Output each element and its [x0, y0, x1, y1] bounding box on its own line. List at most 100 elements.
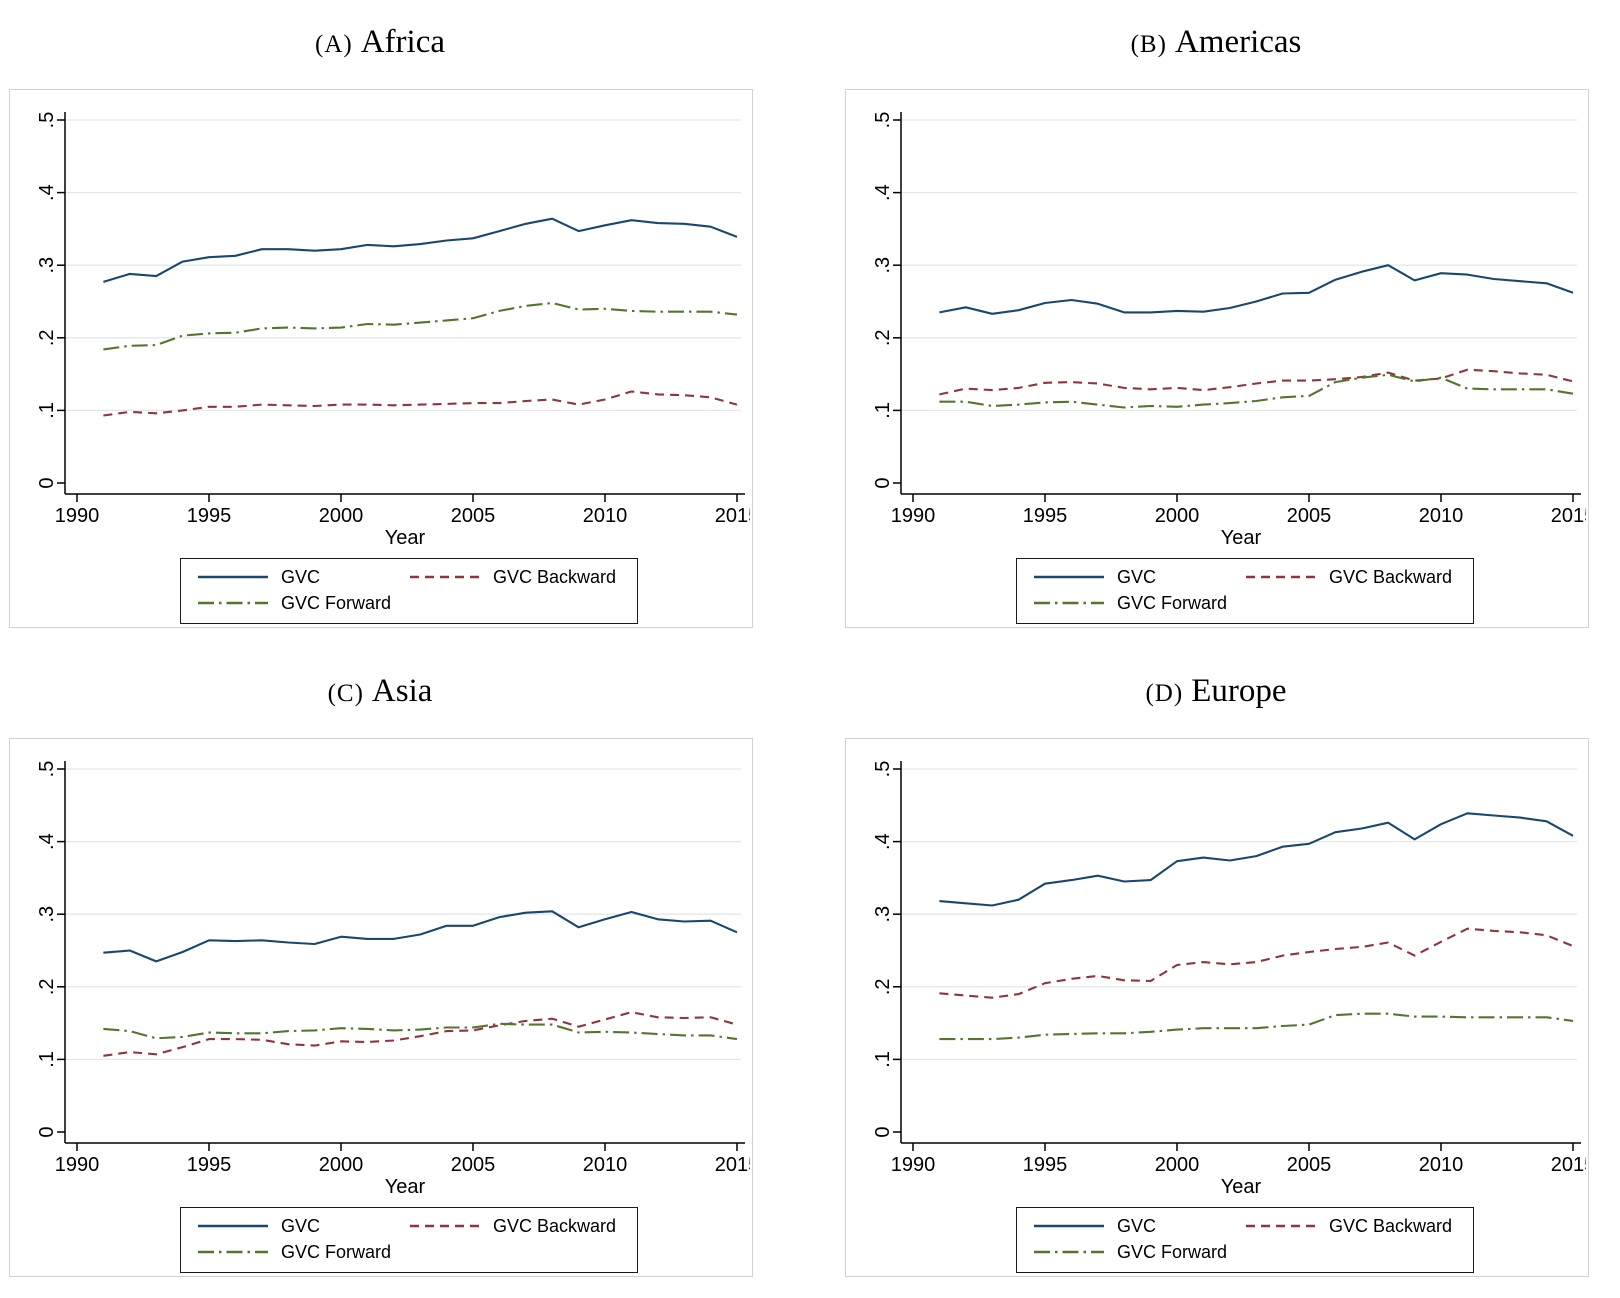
axes: [64, 112, 745, 495]
panel-region-name: Asia: [371, 673, 433, 709]
y-tick-labels: 0 .1 .2 .3 .4 .5: [872, 112, 901, 489]
svg-text:.4: .4: [36, 184, 58, 201]
legend-item-gvc-forward: GVC Forward: [1033, 1239, 1245, 1265]
series-line-gvc: [939, 264, 1574, 315]
legend-label-gvc-forward: GVC Forward: [1117, 592, 1228, 613]
panel-region-name: Africa: [360, 24, 445, 60]
panel-title-americas: (B) Americas: [845, 24, 1587, 61]
series-line-gvc-backward: [939, 927, 1574, 999]
x-axis-title: Year: [1221, 1176, 1262, 1198]
svg-text:0: 0: [36, 477, 58, 488]
svg-text:1990: 1990: [891, 505, 936, 527]
legend-label-gvc-backward: GVC Backward: [493, 1215, 617, 1236]
y-tick-labels: 0 .1 .2 .3 .4 .5: [872, 761, 901, 1138]
panel-letter: (B): [1130, 31, 1167, 58]
svg-text:.3: .3: [36, 906, 58, 923]
svg-text:2005: 2005: [1287, 1154, 1332, 1176]
panel-americas: (B) Americas 0 .1 .2 .3 .4 .5 1990 1995 2000 2005 2…: [810, 0, 1620, 649]
svg-text:2005: 2005: [451, 1154, 496, 1176]
legend-item-gvc-backward: GVC Backward: [1245, 1213, 1473, 1239]
legend-label-gvc: GVC: [281, 566, 321, 587]
panel-title-africa: (A) Africa: [9, 24, 751, 61]
svg-text:1990: 1990: [55, 505, 100, 527]
svg-text:0: 0: [36, 1126, 58, 1137]
y-gridlines: [65, 119, 741, 412]
series-line-gvc-forward: [939, 1012, 1574, 1041]
panel-letter: (D): [1145, 680, 1184, 707]
series-line-gvc-backward: [103, 1011, 738, 1057]
legend-europe: GVC GVC Backward GVC Forward: [1016, 1207, 1474, 1273]
svg-text:2015: 2015: [1551, 505, 1586, 527]
series-line-gvc-backward: [939, 368, 1574, 396]
plot-asia: 0 .1 .2 .3 .4 .5 1990 1995 2000 2005 2010 2015 Year: [36, 761, 750, 1198]
svg-text:.1: .1: [872, 402, 894, 419]
x-axis-title: Year: [385, 1176, 426, 1198]
x-tick-labels: 1990 1995 2000 2005 2010 2015: [55, 494, 750, 527]
x-tick-labels: 1990 1995 2000 2005 2010 2015: [891, 1143, 1586, 1176]
legend-item-gvc-backward: GVC Backward: [409, 564, 637, 590]
svg-text:2005: 2005: [451, 505, 496, 527]
svg-text:.5: .5: [872, 761, 894, 778]
legend-label-gvc-forward: GVC Forward: [281, 592, 392, 613]
svg-text:2010: 2010: [1419, 1154, 1464, 1176]
svg-text:.1: .1: [36, 1051, 58, 1068]
svg-text:2015: 2015: [715, 505, 750, 527]
plot-europe: 0 .1 .2 .3 .4 .5 1990 1995 2000 2005 2010 2015 Year: [872, 761, 1586, 1198]
svg-text:.1: .1: [872, 1051, 894, 1068]
y-tick-labels: 0 .1 .2 .3 .4 .5: [36, 761, 65, 1138]
svg-text:2015: 2015: [1551, 1154, 1586, 1176]
plot-americas: 0 .1 .2 .3 .4 .5 1990 1995 2000 2005 2010 2015 Year: [872, 112, 1586, 549]
svg-text:1990: 1990: [55, 1154, 100, 1176]
y-gridlines: [901, 119, 1577, 412]
svg-text:2005: 2005: [1287, 505, 1332, 527]
svg-text:.2: .2: [36, 329, 58, 346]
svg-text:1990: 1990: [891, 1154, 936, 1176]
gvc-line-swatch-icon: [1034, 1224, 1104, 1228]
legend-label-gvc: GVC: [281, 1215, 321, 1236]
legend-label-gvc-forward: GVC Forward: [1117, 1241, 1228, 1262]
svg-text:1995: 1995: [187, 505, 232, 527]
panel-asia: (C) Asia 0 .1 .2 .3 .4 .5 1990 1995 2000 2005 2010 2…: [0, 649, 810, 1298]
gvc-backward-line-swatch-icon: [1246, 1224, 1316, 1228]
panel-title-europe: (D) Europe: [845, 673, 1587, 710]
legend-label-gvc-backward: GVC Backward: [1329, 1215, 1453, 1236]
series-line-gvc: [939, 812, 1574, 907]
svg-text:2000: 2000: [319, 505, 364, 527]
legend-item-gvc-backward: GVC Backward: [409, 1213, 637, 1239]
gvc-forward-line-swatch-icon: [198, 1250, 268, 1254]
legend-label-gvc-backward: GVC Backward: [493, 566, 617, 587]
x-tick-labels: 1990 1995 2000 2005 2010 2015: [891, 494, 1586, 527]
gvc-line-swatch-icon: [198, 575, 268, 579]
panel-letter: (C): [327, 680, 364, 707]
series-line-gvc-forward: [103, 301, 738, 351]
y-gridlines: [65, 768, 741, 1061]
svg-text:0: 0: [872, 477, 894, 488]
legend-item-gvc: GVC: [1033, 564, 1245, 590]
legend-asia: GVC GVC Backward GVC Forward: [180, 1207, 638, 1273]
graph-frame-europe: 0.1.2.3.4.5199019952000200520102015Year …: [845, 738, 1589, 1277]
panel-letter: (A): [315, 31, 353, 58]
panel-region-name: Europe: [1191, 673, 1287, 709]
legend-item-gvc-forward: GVC Forward: [197, 590, 409, 616]
svg-text:.3: .3: [872, 257, 894, 274]
series-line-gvc: [103, 217, 738, 283]
plot-africa: 0 .1 .2 .3 .4 .5 1990 1995 2000 2005 2010 2015 Year: [36, 112, 750, 549]
svg-text:.1: .1: [36, 402, 58, 419]
svg-text:2000: 2000: [319, 1154, 364, 1176]
svg-text:.2: .2: [872, 978, 894, 995]
svg-text:.2: .2: [872, 329, 894, 346]
svg-text:.2: .2: [36, 978, 58, 995]
legend-label-gvc: GVC: [1117, 1215, 1157, 1236]
x-axis-title: Year: [1221, 527, 1262, 549]
svg-text:1995: 1995: [1023, 1154, 1068, 1176]
graph-frame-americas: 0.1.2.3.4.5199019952000200520102015Year …: [845, 89, 1589, 628]
svg-text:2010: 2010: [583, 505, 628, 527]
legend-item-gvc-backward: GVC Backward: [1245, 564, 1473, 590]
y-tick-labels: 0 .1 .2 .3 .4 .5: [36, 112, 65, 489]
y-gridlines: [901, 768, 1577, 1061]
gvc-forward-line-swatch-icon: [198, 601, 268, 605]
gvc-backward-line-swatch-icon: [410, 575, 480, 579]
svg-text:.4: .4: [36, 833, 58, 850]
svg-text:1995: 1995: [187, 1154, 232, 1176]
